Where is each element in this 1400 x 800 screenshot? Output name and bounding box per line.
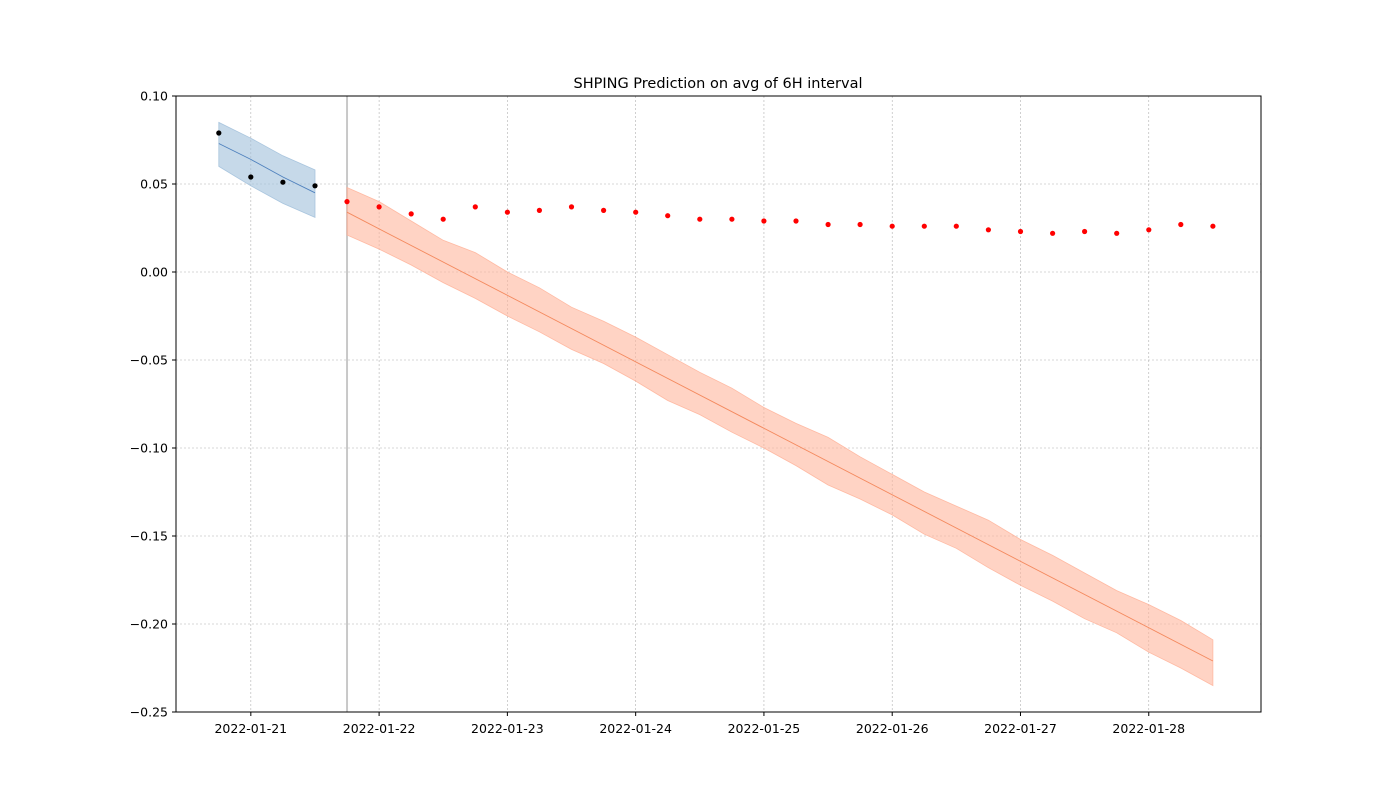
actual-point	[921, 223, 927, 229]
actual-point	[408, 211, 414, 217]
actual-point	[697, 216, 703, 222]
chart-title: SHPING Prediction on avg of 6H interval	[573, 76, 862, 92]
fit-line	[218, 143, 316, 194]
y-tick-label: 0.00	[140, 265, 168, 280]
x-tick-label: 2022-01-22	[343, 721, 416, 736]
series-layer	[216, 96, 1216, 712]
x-tick-label: 2022-01-28	[1112, 721, 1185, 736]
history-point	[312, 183, 318, 189]
x-tick-label: 2022-01-26	[856, 721, 929, 736]
history-point	[248, 174, 254, 180]
y-tick-label: −0.20	[130, 617, 168, 632]
actual-point	[1210, 223, 1216, 229]
actual-point	[1178, 221, 1184, 228]
fit-band	[218, 121, 316, 219]
actual-point	[761, 218, 767, 224]
y-tick-label: −0.05	[130, 353, 168, 368]
actual-point	[504, 209, 510, 215]
x-tick-label: 2022-01-27	[984, 721, 1057, 736]
history-point	[216, 130, 222, 136]
actual-point	[857, 221, 863, 228]
actual-point	[601, 207, 607, 213]
actual-point	[536, 207, 543, 213]
actual-point	[825, 221, 831, 228]
actual-point	[376, 204, 382, 210]
tick-layer: 2022-01-21 2022-01-22 2022-01-23 2022-01-24…	[130, 89, 1185, 737]
actual-point	[985, 227, 992, 233]
actual-point	[665, 213, 671, 219]
actual-point	[1146, 227, 1152, 233]
y-tick-label: −0.15	[130, 529, 168, 544]
actual-point	[1082, 228, 1088, 235]
x-tick-label: 2022-01-25	[728, 721, 801, 736]
actual-point	[1017, 228, 1024, 235]
actual-point	[953, 223, 959, 229]
x-tick-label: 2022-01-23	[471, 721, 544, 736]
actual-point	[440, 216, 446, 222]
actual-point	[472, 204, 478, 210]
y-tick-label: −0.10	[130, 441, 168, 456]
x-tick-label: 2022-01-21	[214, 721, 287, 736]
forecast-line	[346, 211, 1214, 662]
actual-point	[344, 199, 350, 205]
actual-point	[568, 204, 575, 210]
actual-point	[889, 223, 895, 229]
history-point	[280, 179, 286, 185]
y-tick-label: 0.10	[140, 89, 168, 104]
y-tick-label: 0.05	[140, 177, 168, 192]
x-tick-label: 2022-01-24	[599, 721, 672, 736]
y-tick-label: −0.25	[130, 705, 168, 720]
actual-point	[793, 218, 799, 224]
actual-point	[1114, 230, 1120, 236]
plot-frame	[175, 95, 1262, 713]
actual-point	[1050, 230, 1056, 236]
actual-point	[729, 216, 735, 222]
actual-point	[633, 209, 639, 215]
